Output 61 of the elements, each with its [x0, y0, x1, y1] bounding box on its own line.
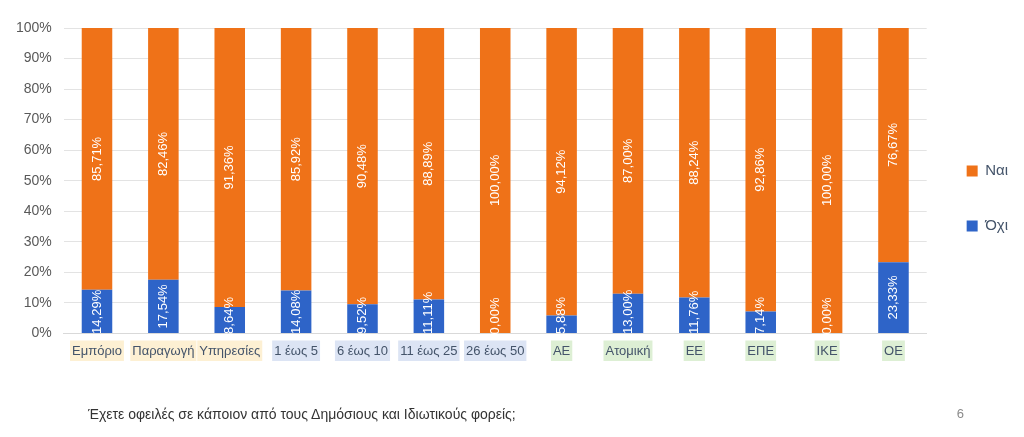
data-label: 8,64% [221, 296, 237, 334]
data-label: 14,08% [287, 289, 303, 334]
data-label: 91,36% [221, 145, 237, 190]
x-tick-label: ΙΚΕ [816, 342, 838, 358]
x-tick-label: Ατομική [605, 342, 651, 358]
data-label: 88,89% [420, 141, 436, 186]
data-label: 76,67% [885, 122, 901, 168]
data-label: 90,48% [354, 143, 370, 189]
bar [479, 28, 511, 333]
y-tick-label: 40% [23, 202, 52, 219]
x-tick-label: 26 έως 50 [466, 342, 525, 358]
x-tick-label: 1 έως 5 [274, 342, 319, 358]
y-tick-label: 60% [23, 141, 52, 158]
data-label: 17,54% [154, 283, 170, 329]
data-label: 94,12% [553, 149, 569, 194]
data-label: 23,33% [885, 275, 901, 320]
y-tick-label: 0% [31, 324, 52, 341]
data-label: 7,14% [752, 296, 768, 334]
x-tick-label: ΟΕ [884, 342, 904, 358]
bar [878, 262, 909, 333]
text: Έχετε οφειλές σε κάποιον από τους Δημόσιους και Ιδιωτικούς φορείς; [88, 406, 516, 422]
y-tick-label: 50% [23, 171, 52, 188]
x-tick-label: ΕΕ [685, 342, 704, 358]
y-tick-label: 10% [23, 293, 52, 310]
bar [148, 28, 179, 280]
data-label: 5,88% [553, 296, 569, 334]
y-tick-label: 100% [15, 18, 52, 35]
x-tick-label: ΑΕ [552, 342, 571, 358]
y-tick-label: 30% [23, 232, 52, 249]
legend-label: Ναι [985, 161, 1009, 179]
x-tick-label: Υπηρεσίες [199, 342, 261, 358]
annotation: 0,00% [818, 297, 834, 335]
x-tick-label: 11 έως 25 [400, 342, 458, 358]
bar [811, 28, 843, 333]
text: 6 [956, 406, 964, 421]
data-label: 100,00% [486, 154, 502, 207]
data-label: 100,00% [818, 154, 834, 207]
data-label: 85,92% [287, 136, 303, 182]
data-label: 13,00% [619, 289, 635, 334]
x-tick-label: ΕΠΕ [747, 342, 775, 358]
y-tick-label: 20% [23, 263, 52, 280]
annotation: 0,00% [486, 297, 502, 335]
data-label: 82,46% [154, 131, 170, 176]
bar [878, 28, 909, 263]
y-tick-label: 90% [23, 49, 52, 66]
y-tick-label: 80% [23, 79, 52, 96]
data-label: 87,00% [619, 138, 635, 183]
bar [81, 28, 113, 290]
y-tick-label: 70% [23, 110, 52, 127]
data-label: 88,24% [685, 140, 701, 185]
x-tick-label: Εμπόριο [72, 342, 122, 358]
data-label: 85,71% [88, 136, 104, 181]
data-label: 11,76% [685, 290, 701, 334]
data-label: 11,11% [420, 291, 436, 334]
legend-label: Όχι [984, 216, 1008, 234]
x-tick-label: Παραγωγή [132, 342, 195, 358]
data-label: 9,52% [354, 296, 370, 334]
data-label: 14,29% [88, 289, 104, 334]
data-label: 92,86% [752, 147, 768, 192]
bar [280, 28, 312, 291]
x-tick-label: 6 έως 10 [336, 342, 389, 358]
